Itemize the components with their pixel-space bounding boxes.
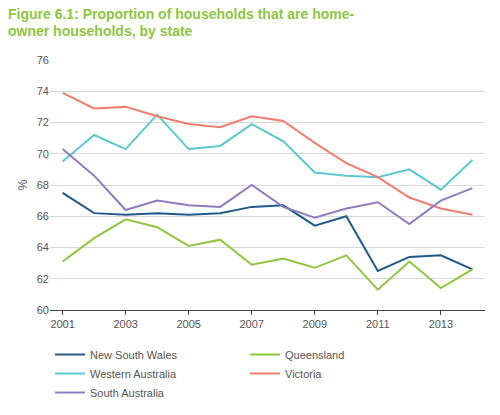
svg-text:2001: 2001 bbox=[50, 318, 74, 330]
html-text:Figure 6.1: Proportion of hous: Figure 6.1: Proportion of households tha… bbox=[8, 6, 355, 39]
svg-text:Victoria: Victoria bbox=[285, 368, 322, 380]
svg-text:64: 64 bbox=[37, 241, 49, 253]
svg-text:72: 72 bbox=[37, 116, 49, 128]
svg-text:Queensland: Queensland bbox=[285, 349, 344, 361]
svg-text:62: 62 bbox=[37, 273, 49, 285]
svg-text:%: % bbox=[16, 179, 30, 190]
svg-text:New South Wales: New South Wales bbox=[90, 349, 178, 361]
svg-text:Western Australia: Western Australia bbox=[90, 368, 177, 380]
svg-text:South Australia: South Australia bbox=[90, 387, 165, 399]
svg-text:2005: 2005 bbox=[176, 318, 200, 330]
svg-text:60: 60 bbox=[37, 304, 49, 316]
svg-text:66: 66 bbox=[37, 210, 49, 222]
svg-text:2007: 2007 bbox=[239, 318, 263, 330]
svg-text:2009: 2009 bbox=[303, 318, 327, 330]
svg-text:74: 74 bbox=[37, 85, 49, 97]
svg-text:68: 68 bbox=[37, 179, 49, 191]
svg-text:2011: 2011 bbox=[366, 318, 390, 330]
svg-text:2003: 2003 bbox=[113, 318, 137, 330]
svg-text:2013: 2013 bbox=[429, 318, 453, 330]
svg-text:70: 70 bbox=[37, 148, 49, 160]
svg-text:76: 76 bbox=[37, 54, 49, 66]
